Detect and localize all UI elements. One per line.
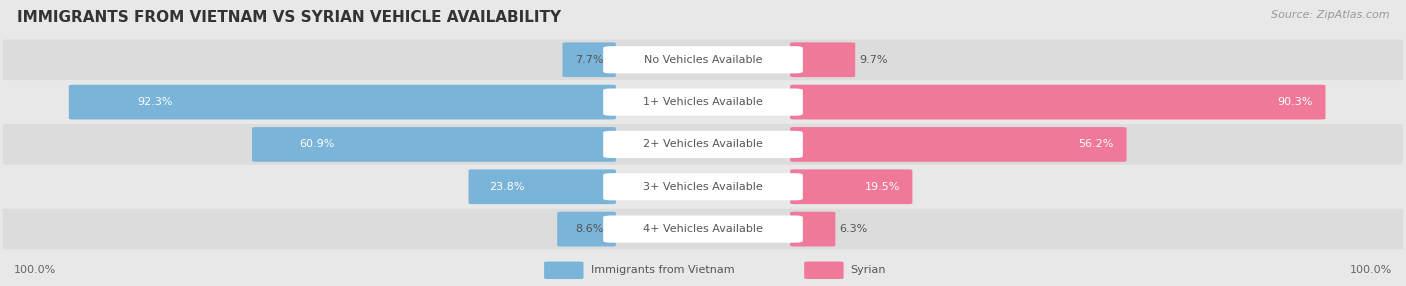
- Text: 56.2%: 56.2%: [1078, 140, 1114, 149]
- FancyBboxPatch shape: [3, 39, 1403, 80]
- FancyBboxPatch shape: [3, 209, 1403, 249]
- Text: IMMIGRANTS FROM VIETNAM VS SYRIAN VEHICLE AVAILABILITY: IMMIGRANTS FROM VIETNAM VS SYRIAN VEHICL…: [17, 10, 561, 25]
- Text: 92.3%: 92.3%: [138, 97, 173, 107]
- Text: No Vehicles Available: No Vehicles Available: [644, 55, 762, 65]
- FancyBboxPatch shape: [790, 85, 1326, 120]
- FancyBboxPatch shape: [603, 88, 803, 116]
- Text: Syrian: Syrian: [851, 265, 886, 275]
- FancyBboxPatch shape: [790, 169, 912, 204]
- FancyBboxPatch shape: [804, 261, 844, 279]
- Text: 90.3%: 90.3%: [1278, 97, 1313, 107]
- Text: 1+ Vehicles Available: 1+ Vehicles Available: [643, 97, 763, 107]
- Text: 7.7%: 7.7%: [575, 55, 603, 65]
- FancyBboxPatch shape: [544, 261, 583, 279]
- Text: 9.7%: 9.7%: [859, 55, 889, 65]
- FancyBboxPatch shape: [3, 82, 1403, 122]
- FancyBboxPatch shape: [790, 127, 1126, 162]
- Text: 100.0%: 100.0%: [14, 265, 56, 275]
- Text: 2+ Vehicles Available: 2+ Vehicles Available: [643, 140, 763, 149]
- FancyBboxPatch shape: [790, 42, 855, 77]
- FancyBboxPatch shape: [603, 131, 803, 158]
- FancyBboxPatch shape: [603, 215, 803, 243]
- Text: 3+ Vehicles Available: 3+ Vehicles Available: [643, 182, 763, 192]
- Text: Immigrants from Vietnam: Immigrants from Vietnam: [591, 265, 734, 275]
- Text: 60.9%: 60.9%: [299, 140, 335, 149]
- FancyBboxPatch shape: [603, 46, 803, 74]
- Text: 19.5%: 19.5%: [865, 182, 900, 192]
- FancyBboxPatch shape: [562, 42, 616, 77]
- Text: Source: ZipAtlas.com: Source: ZipAtlas.com: [1271, 10, 1389, 20]
- FancyBboxPatch shape: [557, 212, 616, 247]
- Text: 4+ Vehicles Available: 4+ Vehicles Available: [643, 224, 763, 234]
- FancyBboxPatch shape: [252, 127, 616, 162]
- FancyBboxPatch shape: [3, 166, 1403, 207]
- FancyBboxPatch shape: [69, 85, 616, 120]
- Text: 100.0%: 100.0%: [1350, 265, 1392, 275]
- Text: 6.3%: 6.3%: [839, 224, 868, 234]
- Text: 23.8%: 23.8%: [489, 182, 524, 192]
- FancyBboxPatch shape: [790, 212, 835, 247]
- Text: 8.6%: 8.6%: [575, 224, 603, 234]
- FancyBboxPatch shape: [3, 124, 1403, 165]
- FancyBboxPatch shape: [603, 173, 803, 200]
- FancyBboxPatch shape: [468, 169, 616, 204]
